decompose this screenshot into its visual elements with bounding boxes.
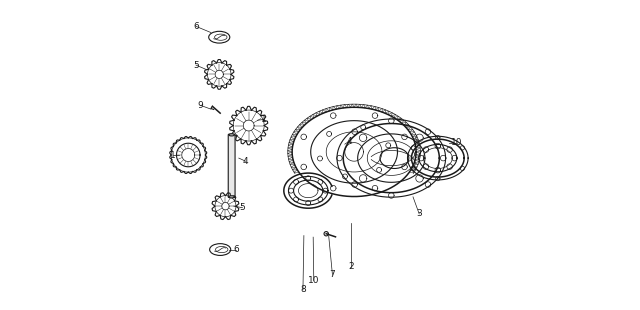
Text: 1: 1 [170,150,175,160]
Text: 4: 4 [243,157,248,166]
Text: 1: 1 [261,115,267,124]
Text: 3: 3 [417,209,422,219]
Text: 6: 6 [193,22,199,31]
Text: 10: 10 [451,138,462,147]
Text: 7: 7 [330,270,335,279]
Text: 10: 10 [308,276,319,285]
Text: 6: 6 [234,245,239,254]
Ellipse shape [229,134,234,136]
Text: 4: 4 [347,136,352,146]
Text: 9: 9 [198,101,204,110]
Text: 5: 5 [193,60,199,70]
FancyBboxPatch shape [228,134,235,197]
Text: 2: 2 [348,262,354,271]
Ellipse shape [229,196,234,198]
Text: 8: 8 [300,285,306,294]
Text: 5: 5 [239,203,245,212]
